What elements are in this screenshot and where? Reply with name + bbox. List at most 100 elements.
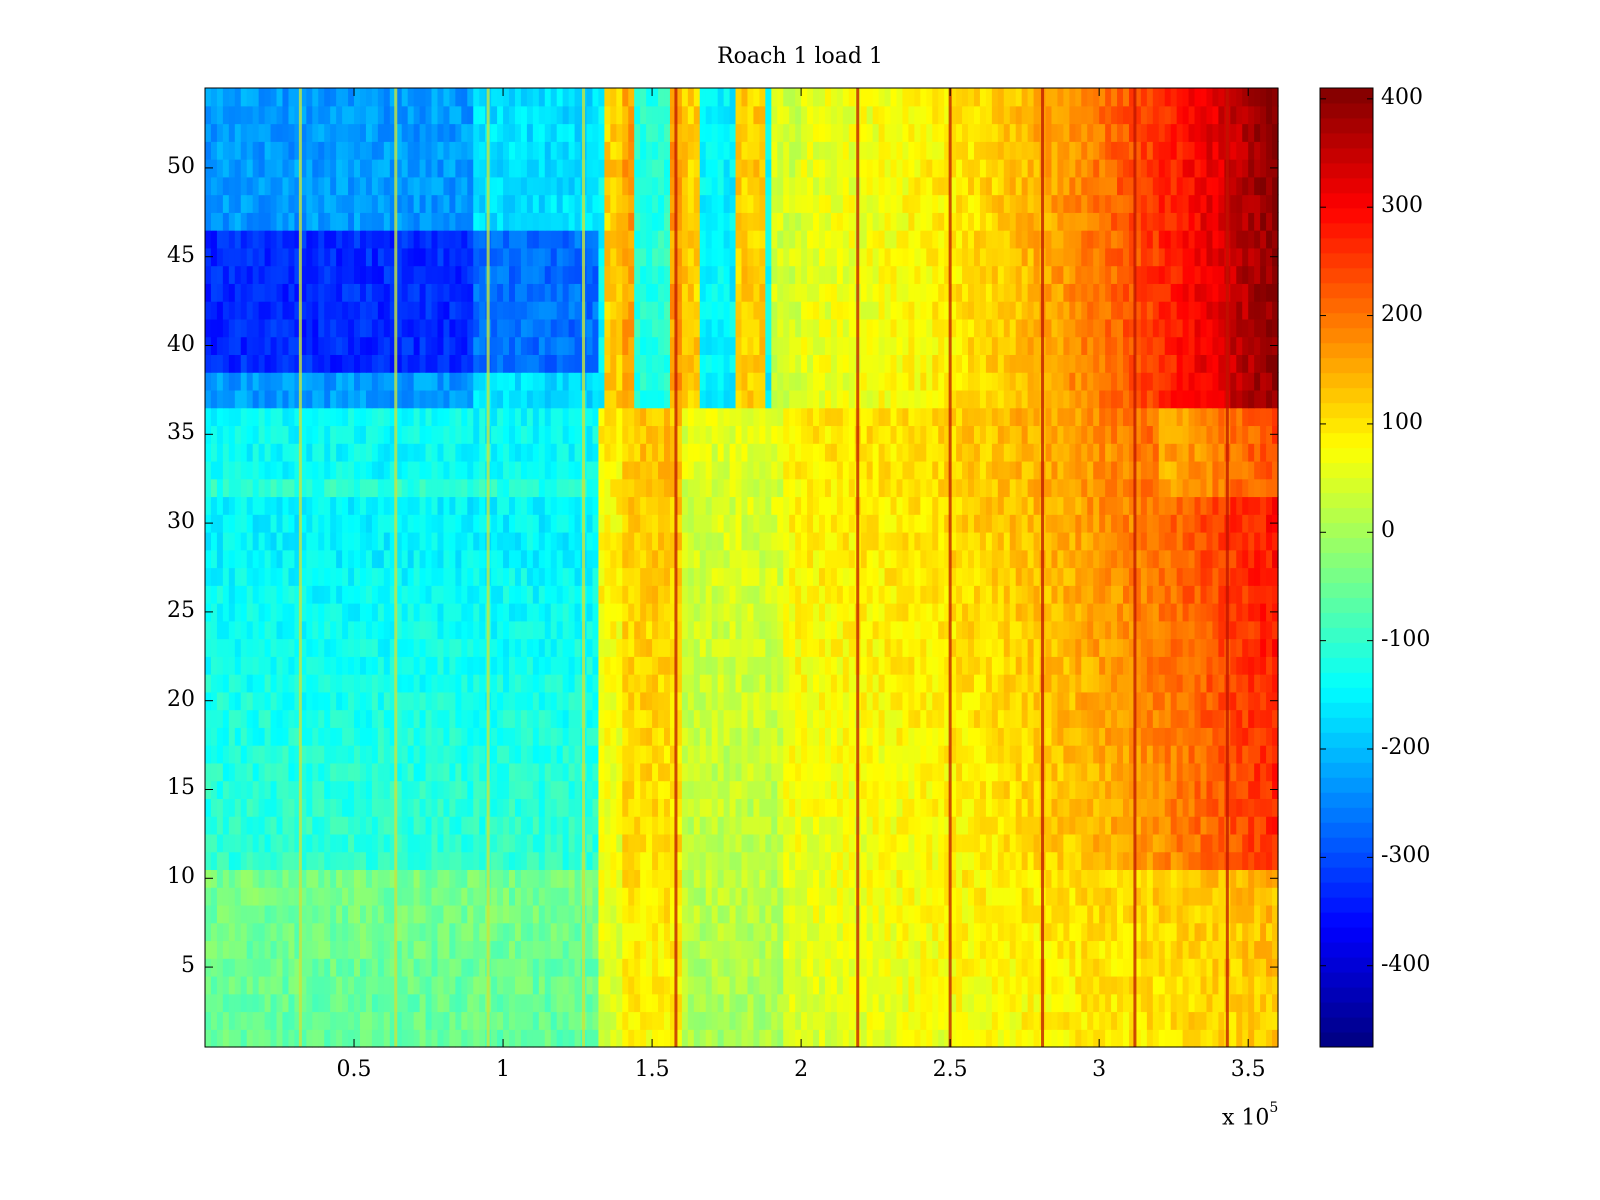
heatmap-cell	[824, 709, 832, 728]
heatmap-cell	[664, 904, 671, 924]
heatmap-cell	[473, 709, 480, 728]
heatmap-cell	[1236, 993, 1243, 1013]
heatmap-cell	[830, 1029, 838, 1048]
heatmap-cell	[908, 958, 915, 977]
heatmap-cell	[1081, 851, 1088, 871]
heatmap-cell	[354, 922, 361, 942]
heatmap-cell	[753, 727, 760, 746]
heatmap-cell	[1021, 745, 1029, 764]
heatmap-cell	[884, 727, 892, 746]
heatmap-cell	[991, 869, 999, 888]
heatmap-cell	[234, 940, 242, 959]
heatmap-cell	[932, 975, 939, 995]
heatmap-cell	[985, 975, 993, 995]
heatmap-cell	[813, 762, 820, 782]
heatmap-cell	[276, 922, 284, 942]
heatmap-cell	[640, 833, 647, 853]
heatmap-cell	[443, 638, 450, 657]
heatmap-cell	[395, 638, 403, 657]
heatmap-cell	[348, 1011, 355, 1030]
heatmap-cell	[228, 833, 236, 853]
heatmap-cell	[210, 993, 218, 1013]
heatmap-cell	[431, 940, 439, 959]
heatmap-cell	[830, 887, 838, 906]
heatmap-cell	[932, 780, 939, 799]
heatmap-cell	[1230, 674, 1237, 693]
heatmap-cell	[652, 620, 659, 640]
heatmap-cell	[699, 691, 707, 711]
heatmap-cell	[824, 833, 832, 853]
heatmap-cell	[1140, 762, 1148, 782]
heatmap-cell	[1194, 709, 1202, 728]
heatmap-cell	[1081, 1029, 1088, 1048]
heatmap-cell	[306, 727, 313, 746]
heatmap-cell	[401, 780, 409, 799]
heatmap-cell	[395, 762, 403, 782]
heatmap-cell	[258, 780, 266, 799]
heatmap-cell	[574, 549, 582, 569]
heatmap-cell	[1266, 833, 1273, 853]
heatmap-cell	[1170, 816, 1178, 835]
heatmap-cell	[866, 851, 874, 871]
heatmap-cell	[878, 656, 886, 675]
heatmap-cell	[944, 549, 951, 569]
heatmap-cell	[1051, 620, 1059, 640]
heatmap-cell	[807, 869, 814, 888]
heatmap-cell	[330, 958, 337, 977]
heatmap-cell	[664, 798, 671, 817]
heatmap-cell	[771, 567, 778, 586]
heatmap-cell	[330, 833, 337, 853]
heatmap-cell	[699, 869, 707, 888]
heatmap-cell	[264, 993, 272, 1013]
heatmap-cell	[634, 904, 641, 924]
heatmap-cell	[973, 620, 981, 640]
heatmap-cell	[705, 762, 713, 782]
heatmap-cell	[1152, 869, 1160, 888]
heatmap-cell	[866, 585, 874, 604]
heatmap-cell	[741, 549, 749, 569]
heatmap-cell	[497, 1011, 504, 1030]
heatmap-cell	[371, 1029, 379, 1048]
heatmap-cell	[908, 674, 915, 693]
heatmap-cell	[640, 958, 647, 977]
heatmap-cell	[348, 922, 355, 942]
heatmap-cell	[968, 780, 975, 799]
heatmap-cell	[556, 656, 564, 675]
heatmap-cell	[425, 1011, 433, 1030]
heatmap-cell	[759, 674, 766, 693]
heatmap-cell	[562, 993, 570, 1013]
heatmap-cell	[461, 922, 468, 942]
heatmap-cell	[1176, 833, 1184, 853]
heatmap-cell	[950, 709, 957, 728]
heatmap-cell	[383, 887, 391, 906]
heatmap-cell	[300, 833, 307, 853]
heatmap-cell	[1146, 1029, 1154, 1048]
heatmap-cell	[646, 869, 653, 888]
heatmap-cell	[878, 585, 886, 604]
heatmap-cell	[771, 1029, 778, 1048]
heatmap-cell	[926, 674, 933, 693]
heatmap-cell	[896, 549, 904, 569]
heatmap-cell	[1051, 833, 1059, 853]
heatmap-cell	[550, 816, 558, 835]
heatmap-cell	[1254, 745, 1261, 764]
heatmap-cell	[1081, 567, 1088, 586]
heatmap-cell	[324, 887, 331, 906]
heatmap-cell	[1111, 833, 1118, 853]
heatmap-cell	[437, 691, 445, 711]
heatmap-cell	[532, 904, 540, 924]
heatmap-cell	[306, 1029, 313, 1048]
heatmap-cell	[544, 691, 552, 711]
heatmap-cell	[824, 940, 832, 959]
heatmap-cell	[509, 638, 516, 657]
heatmap-cell	[520, 958, 528, 977]
heatmap-cell	[622, 709, 629, 728]
heatmap-cell	[1003, 958, 1011, 977]
heatmap-cell	[777, 674, 784, 693]
heatmap-cell	[932, 887, 939, 906]
heatmap-cell	[1272, 816, 1279, 835]
heatmap-cell	[544, 549, 552, 569]
heatmap-cell	[705, 567, 713, 586]
heatmap-cell	[294, 762, 301, 782]
